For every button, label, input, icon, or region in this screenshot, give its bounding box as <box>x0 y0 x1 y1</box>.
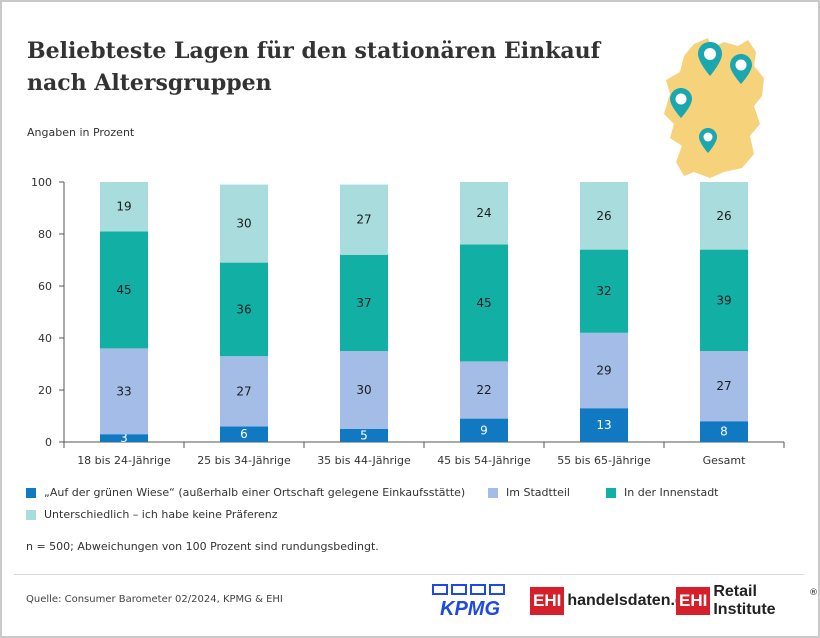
data-label: 39 <box>716 293 731 307</box>
data-label: 36 <box>236 302 251 316</box>
data-label: 19 <box>116 200 131 214</box>
bar-segment <box>100 434 148 442</box>
legend-swatch <box>488 487 498 498</box>
y-tick-label: 40 <box>38 332 52 345</box>
x-category-label: 25 bis 34-Jährige <box>197 454 291 467</box>
map-pin-icon <box>699 128 717 153</box>
map-pin-icon <box>730 54 752 84</box>
chart-subtitle: Angaben in Prozent <box>27 126 135 139</box>
legend-label: Unterschiedlich – ich habe keine Präfere… <box>44 508 278 521</box>
data-label: 9 <box>480 423 488 437</box>
bar-segment <box>220 356 268 427</box>
germany-map <box>664 38 764 178</box>
data-label: 27 <box>716 379 731 393</box>
x-category-label: Gesamt <box>703 454 746 467</box>
bar-segment <box>340 351 388 429</box>
bar-segment <box>700 249 748 351</box>
handelsdaten-logo: EHI handelsdaten.de <box>530 586 694 616</box>
x-category-label: 35 bis 44-Jährige <box>317 454 411 467</box>
bar-segment <box>700 182 748 250</box>
bar-segment <box>220 184 268 263</box>
y-tick-label: 0 <box>45 436 52 449</box>
ehi-mark: EHI <box>676 587 711 615</box>
bar-segment <box>340 254 388 351</box>
bar-segment <box>460 418 508 442</box>
data-label: 24 <box>476 206 491 220</box>
data-label: 8 <box>720 425 728 439</box>
data-label: 22 <box>476 383 491 397</box>
y-tick-label: 100 <box>31 176 52 189</box>
legend-item-stadtteil: Im Stadtteil <box>488 486 570 499</box>
bar-segment <box>220 262 268 357</box>
y-tick-label: 60 <box>38 280 52 293</box>
data-label: 29 <box>596 364 611 378</box>
legend-item-gruene-wiese: „Auf der grünen Wiese“ (außerhalb einer … <box>26 486 465 499</box>
data-label: 3 <box>120 431 128 445</box>
ehi-mark: EHI <box>530 587 565 615</box>
legend-swatch <box>606 487 616 498</box>
map-pin-icon <box>698 42 722 76</box>
data-label: 37 <box>356 296 371 310</box>
bar-segment <box>460 244 508 362</box>
data-label: 6 <box>240 427 248 441</box>
ehi-retail-institute-logo: EHI Retail Institute ® <box>676 583 818 618</box>
legend-swatch <box>26 487 36 498</box>
footnote: n = 500; Abweichungen von 100 Prozent si… <box>26 540 379 553</box>
legend-item-innenstadt: In der Innenstadt <box>606 486 719 499</box>
data-label: 5 <box>360 429 368 443</box>
bar-segment <box>580 182 628 250</box>
data-label: 32 <box>596 284 611 298</box>
registered-mark: ® <box>809 588 818 598</box>
legend-label: Im Stadtteil <box>506 486 570 499</box>
data-label: 33 <box>116 384 131 398</box>
data-label: 13 <box>596 418 611 432</box>
data-label: 45 <box>476 296 491 310</box>
data-label: 26 <box>596 209 611 223</box>
source-text: Quelle: Consumer Barometer 02/2024, KPMG… <box>26 594 283 605</box>
bar-segment <box>460 182 508 245</box>
legend-swatch <box>26 509 36 520</box>
bar-segment <box>100 231 148 349</box>
y-tick-label: 80 <box>38 228 52 241</box>
bar-segment <box>700 421 748 442</box>
retail-institute-wordmark: Retail Institute <box>713 583 776 618</box>
handelsdaten-wordmark: handelsdaten.de <box>567 592 694 609</box>
x-category-label: 55 bis 65-Jährige <box>557 454 651 467</box>
bar-segment <box>340 184 388 255</box>
chart-title: Beliebteste Lagen für den stationären Ei… <box>27 38 601 96</box>
bar-segment <box>100 348 148 435</box>
bar-segment <box>580 332 628 409</box>
footer-divider <box>14 574 804 575</box>
bar-segment <box>580 249 628 333</box>
x-category-label: 45 bis 54-Jährige <box>437 454 531 467</box>
map-pin-icon <box>670 88 692 118</box>
data-label: 45 <box>116 283 131 297</box>
bar-segment <box>220 426 268 442</box>
data-label: 27 <box>236 384 251 398</box>
kpmg-logo: KPMG <box>432 584 505 618</box>
bar-segment <box>340 429 388 442</box>
x-category-label: 18 bis 24-Jährige <box>77 454 171 467</box>
y-tick-label: 20 <box>38 384 52 397</box>
bar-segment <box>460 361 508 419</box>
legend-item-unterschiedlich: Unterschiedlich – ich habe keine Präfere… <box>26 508 278 521</box>
data-label: 30 <box>356 383 371 397</box>
kpmg-wordmark: KPMG <box>440 598 500 618</box>
bar-segment <box>100 182 148 232</box>
bar-segment <box>580 408 628 442</box>
data-label: 26 <box>716 209 731 223</box>
legend-label: In der Innenstadt <box>624 486 719 499</box>
legend-label: „Auf der grünen Wiese“ (außerhalb einer … <box>44 486 466 499</box>
data-label: 27 <box>356 213 371 227</box>
data-label: 30 <box>236 217 251 231</box>
bar-segment <box>700 351 748 422</box>
